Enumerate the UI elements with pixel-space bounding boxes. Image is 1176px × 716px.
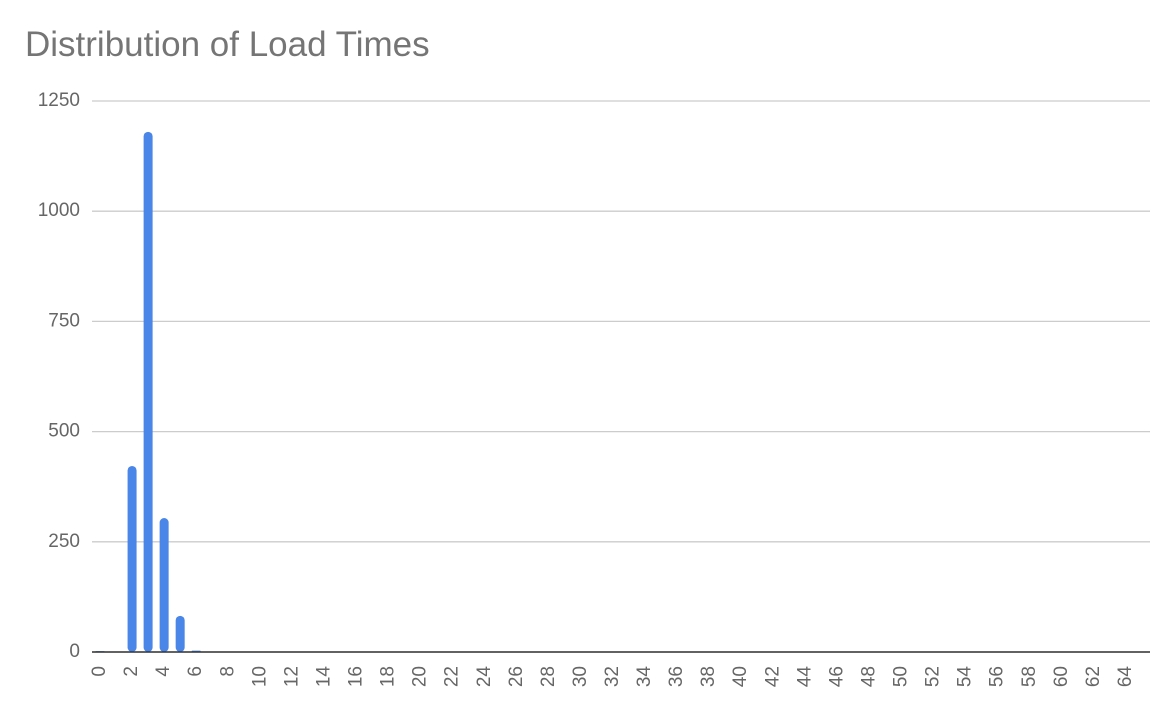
x-tick-label: 10 xyxy=(249,666,270,687)
x-tick-label: 4 xyxy=(153,666,174,677)
x-tick-label: 50 xyxy=(891,666,912,687)
x-tick-label: 24 xyxy=(474,666,495,688)
x-tick-label: 58 xyxy=(1019,666,1040,687)
x-tick-label: 36 xyxy=(666,666,687,687)
bar xyxy=(175,615,185,652)
y-tick-label: 750 xyxy=(48,310,80,331)
x-tick-label: 32 xyxy=(602,666,623,687)
x-tick-label: 44 xyxy=(794,666,815,688)
x-tick-label: 64 xyxy=(1115,666,1136,688)
x-tick-label: 52 xyxy=(923,666,944,687)
x-tick-label: 16 xyxy=(346,666,367,687)
chart-title: Distribution of Load Times xyxy=(25,25,430,64)
x-tick-label: 14 xyxy=(313,666,334,688)
x-tick-label: 12 xyxy=(281,666,302,687)
y-tick-label: 500 xyxy=(48,421,80,442)
x-tick-label: 22 xyxy=(442,666,463,687)
x-tick-label: 18 xyxy=(378,666,399,687)
y-tick-label: 0 xyxy=(69,641,80,662)
y-tick-label: 1000 xyxy=(38,200,80,221)
x-tick-label: 28 xyxy=(538,666,559,687)
x-tick-label: 40 xyxy=(730,666,751,687)
x-tick-label: 42 xyxy=(762,666,783,687)
x-tick-label: 34 xyxy=(634,666,655,688)
y-tick-label: 250 xyxy=(48,531,80,552)
x-tick-label: 56 xyxy=(987,666,1008,687)
x-tick-label: 38 xyxy=(698,666,719,687)
x-tick-label: 8 xyxy=(217,666,238,677)
x-tick-label: 6 xyxy=(185,666,206,677)
x-tick-label: 60 xyxy=(1051,666,1072,687)
x-tick-label: 2 xyxy=(121,666,142,677)
x-tick-label: 62 xyxy=(1083,666,1104,687)
y-tick-label: 1250 xyxy=(38,90,80,111)
x-tick-label: 0 xyxy=(89,666,110,677)
x-tick-label: 30 xyxy=(570,666,591,687)
x-tick-label: 26 xyxy=(506,666,527,687)
bar xyxy=(127,465,137,652)
x-tick-label: 20 xyxy=(410,666,431,687)
x-tick-label: 48 xyxy=(858,666,879,687)
x-tick-label: 54 xyxy=(955,666,976,688)
x-tick-label: 46 xyxy=(826,666,847,687)
bar xyxy=(143,131,153,652)
bar xyxy=(159,517,169,652)
